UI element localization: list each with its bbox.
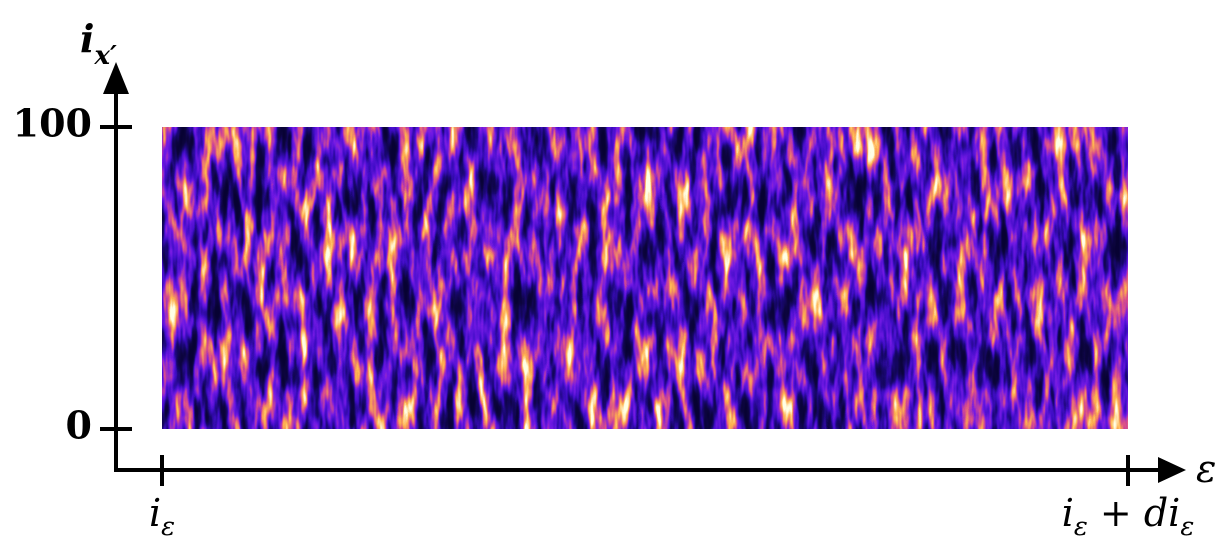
x-tick-sub: ε bbox=[161, 512, 175, 538]
x-tick-label: iε + diε bbox=[1062, 491, 1195, 538]
y-label-base: i bbox=[80, 16, 94, 61]
x-tick-base: i bbox=[1062, 491, 1074, 535]
axes bbox=[103, 62, 1186, 483]
heatmap-image bbox=[162, 127, 1128, 429]
x-tick-sub: ε bbox=[1180, 512, 1194, 538]
y-label-sub: x′ bbox=[93, 41, 117, 71]
x-tick-base: i bbox=[149, 491, 161, 535]
y-tick-label: 0 bbox=[66, 403, 92, 448]
x-tick-rest: + di bbox=[1088, 491, 1180, 535]
x-tick-sub: ε bbox=[1074, 512, 1088, 538]
x-axis-arrow bbox=[1158, 457, 1186, 483]
x-axis-label: ε bbox=[1196, 447, 1216, 491]
y-axis-label: ix′ bbox=[80, 16, 117, 71]
x-tick-label: iε bbox=[149, 491, 175, 538]
y-axis-arrow bbox=[103, 62, 129, 94]
y-tick-label: 100 bbox=[13, 101, 92, 146]
